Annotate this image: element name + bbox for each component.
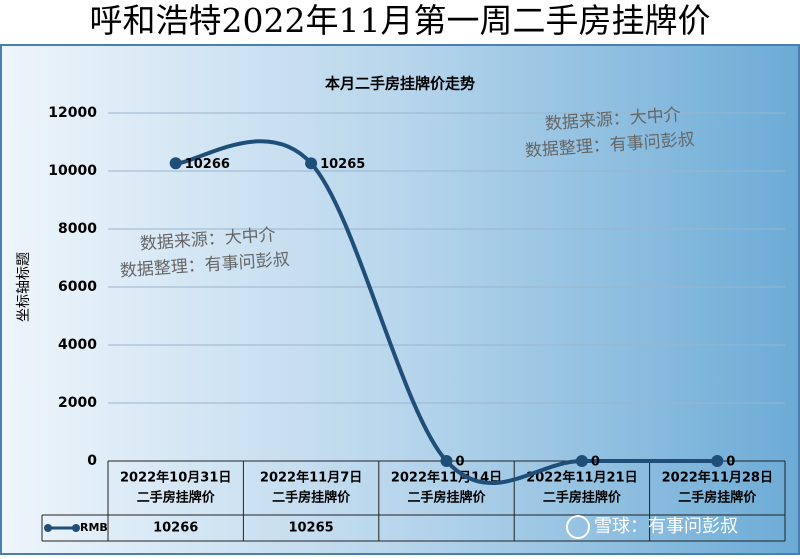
value-label: 10265 xyxy=(320,157,365,172)
x-tick-label: 二手房挂牌价 xyxy=(543,490,622,506)
value-label: 0 xyxy=(456,455,465,470)
x-tick-label: 2022年11月21日 xyxy=(526,470,637,486)
x-tick-label: 二手房挂牌价 xyxy=(272,490,351,506)
y-tick-label: 12000 xyxy=(48,105,97,121)
table-value: 10265 xyxy=(288,521,333,536)
x-tick-label: 2022年10月31日 xyxy=(120,470,231,486)
y-tick-label: 10000 xyxy=(48,163,97,179)
point xyxy=(575,455,588,467)
site-logo xyxy=(566,515,590,539)
point xyxy=(169,157,182,170)
chart-title: 本月二手房挂牌价走势 xyxy=(325,75,475,93)
value-label: 0 xyxy=(726,455,735,470)
legend-marker xyxy=(72,524,80,532)
point xyxy=(440,455,453,467)
y-tick-label: 6000 xyxy=(58,279,97,295)
series-line xyxy=(175,139,718,485)
header-bg xyxy=(0,0,800,44)
value-label: 10266 xyxy=(185,157,230,172)
x-tick-label: 二手房挂牌价 xyxy=(137,490,216,506)
point xyxy=(305,157,318,170)
y-tick-label: 4000 xyxy=(58,337,97,353)
y-axis-title: 坐标轴标题 xyxy=(16,252,32,322)
table-value: 10266 xyxy=(153,521,198,536)
x-tick-label: 二手房挂牌价 xyxy=(678,490,757,506)
x-tick-label: 二手房挂牌价 xyxy=(407,490,486,506)
y-tick-label: 8000 xyxy=(58,221,97,237)
chart-area xyxy=(0,44,800,555)
value-label: 0 xyxy=(591,455,600,470)
x-tick-label: 2022年11月28日 xyxy=(662,470,773,486)
legend-label: RMB xyxy=(80,521,108,534)
x-tick-label: 2022年11月7日 xyxy=(260,470,362,486)
header-title: 呼和浩特2022年11月第一周二手房挂牌价 xyxy=(90,1,711,40)
legend-marker xyxy=(44,524,52,532)
point xyxy=(711,455,724,467)
y-tick-label: 2000 xyxy=(58,395,97,411)
site-watermark: 雪球：有事问彭叔 xyxy=(594,516,738,537)
y-tick-label: 0 xyxy=(87,453,97,469)
